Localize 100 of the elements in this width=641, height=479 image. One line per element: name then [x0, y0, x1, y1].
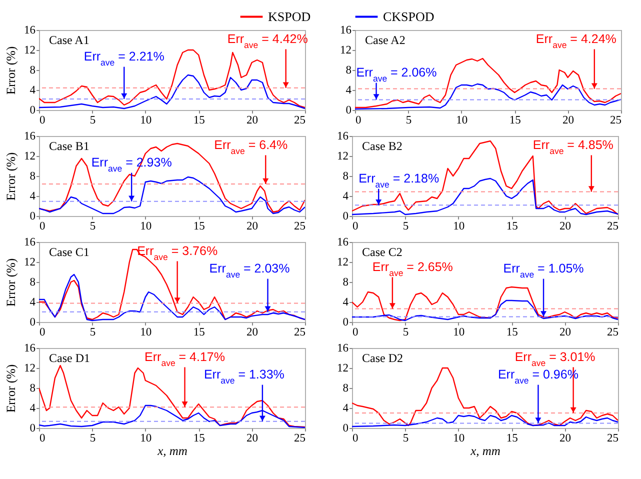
line-series	[39, 74, 305, 110]
y-tick-label: 4	[30, 402, 36, 414]
x-tick-label: 10	[453, 220, 465, 232]
y-tick-label: 0	[30, 104, 36, 116]
x-axis-title: x, mm	[156, 444, 188, 458]
x-tick-label: 15	[506, 220, 518, 232]
x-tick-label: 20	[246, 326, 258, 338]
annotation: Err$_{ave}$ = 2.03%	[209, 262, 290, 280]
y-tick-label: 16	[24, 236, 36, 248]
annotation: Err$_{ave}$ = 4.85%	[532, 138, 614, 156]
annotation: Err$_{ave}$ = 1.05%	[503, 262, 584, 280]
line-series	[355, 58, 621, 108]
annotation: Err$_{ave}$ = 4.42%	[227, 32, 308, 50]
x-tick-label: 0	[40, 432, 46, 444]
x-tick-label: 5	[402, 432, 409, 444]
x-tick-label: 20	[246, 220, 258, 232]
x-tick-label: 15	[506, 326, 518, 338]
x-tick-label: 5	[402, 326, 409, 338]
line-series	[39, 49, 305, 108]
x-tick-label: 25	[607, 326, 619, 338]
y-tick-label: 8	[342, 382, 349, 394]
y-tick-label: 0	[346, 104, 352, 116]
y-tick-label: 4	[346, 84, 352, 96]
chart-title: Case D2	[362, 351, 403, 365]
x-tick-label: 20	[560, 432, 572, 444]
annotation: Err$_{ave}$ = 2.21%	[84, 50, 164, 68]
x-tick-label: 5	[90, 326, 96, 338]
y-tick-label: 16	[337, 130, 349, 142]
y-tick-label: 16	[337, 236, 349, 248]
x-tick-label: 20	[246, 114, 258, 126]
legend-label: KSPOD	[268, 8, 311, 24]
y-axis-title: Error (%)	[4, 46, 18, 95]
x-tick-label: 25	[294, 326, 306, 338]
y-tick-label: 8	[342, 170, 349, 182]
x-tick-label: 20	[560, 220, 572, 232]
x-tick-label: 5	[90, 114, 96, 126]
x-tick-label: 20	[560, 326, 572, 338]
line-series	[352, 367, 618, 426]
x-tick-label: 25	[607, 220, 619, 232]
x-tick-label: 25	[607, 432, 619, 444]
annotation: Err$_{ave}$ = 6.4%	[214, 138, 288, 156]
y-tick-label: 16	[24, 24, 36, 36]
line-series	[355, 83, 621, 110]
chart-title: Case B1	[49, 139, 90, 153]
y-tick-label: 0	[30, 422, 36, 434]
chart-title: Case B2	[362, 139, 402, 153]
x-tick-label: 5	[90, 432, 96, 444]
chart-title: Case C2	[362, 245, 402, 259]
y-tick-label: 8	[30, 382, 36, 394]
legend-label: CKSPOD	[383, 8, 434, 24]
x-tick-label: 5	[90, 220, 96, 232]
y-tick-label: 16	[337, 342, 349, 354]
annotation: Err$_{ave}$ = 2.65%	[372, 260, 453, 278]
y-tick-label: 16	[24, 342, 36, 354]
x-tick-label: 25	[294, 114, 306, 126]
x-tick-label: 15	[193, 432, 206, 444]
line-series	[352, 286, 618, 322]
y-tick-label: 4	[342, 190, 349, 202]
x-tick-label: 15	[193, 220, 206, 232]
line-series	[39, 274, 305, 322]
y-tick-label: 4	[342, 296, 349, 308]
y-tick-label: 4	[30, 296, 36, 308]
y-tick-label: 12	[337, 362, 349, 374]
x-tick-label: 10	[456, 114, 468, 126]
x-tick-label: 25	[610, 114, 622, 126]
y-tick-label: 0	[30, 210, 36, 222]
y-tick-label: 8	[346, 64, 352, 76]
line-series	[39, 176, 305, 214]
annotation: Err$_{ave}$ = 1.33%	[204, 368, 284, 386]
chart-title: Case A1	[49, 33, 90, 47]
x-tick-label: 0	[40, 114, 46, 126]
y-axis-title: Error (%)	[4, 258, 18, 307]
x-tick-label: 15	[506, 432, 518, 444]
annotation: Err$_{ave}$ = 2.18%	[358, 172, 440, 190]
x-tick-label: 25	[294, 432, 306, 444]
y-tick-label: 12	[340, 44, 352, 56]
x-tick-label: 5	[406, 114, 412, 126]
chart-title: Case A2	[365, 33, 406, 47]
y-tick-label: 12	[24, 44, 36, 56]
y-tick-label: 0	[342, 210, 349, 222]
x-tick-label: 15	[193, 326, 206, 338]
y-tick-label: 8	[30, 170, 36, 182]
y-tick-label: 12	[24, 150, 36, 162]
x-tick-label: 10	[453, 432, 465, 444]
chart-title: Case D1	[49, 351, 90, 365]
x-tick-label: 20	[562, 114, 574, 126]
y-axis-title: Error (%)	[4, 152, 18, 201]
x-tick-label: 5	[402, 220, 409, 232]
y-tick-label: 16	[24, 130, 36, 142]
y-tick-label: 16	[340, 24, 352, 36]
y-tick-label: 0	[342, 316, 349, 328]
y-tick-label: 12	[24, 256, 36, 268]
x-tick-label: 0	[40, 326, 46, 338]
line-series	[352, 140, 618, 216]
annotation: Err$_{ave}$ = 4.17%	[144, 350, 226, 368]
x-tick-label: 25	[294, 220, 306, 232]
x-tick-label: 15	[509, 114, 522, 126]
annotation: Err$_{ave}$ = 3.01%	[514, 350, 596, 368]
x-tick-label: 10	[140, 220, 152, 232]
line-series	[39, 364, 305, 428]
